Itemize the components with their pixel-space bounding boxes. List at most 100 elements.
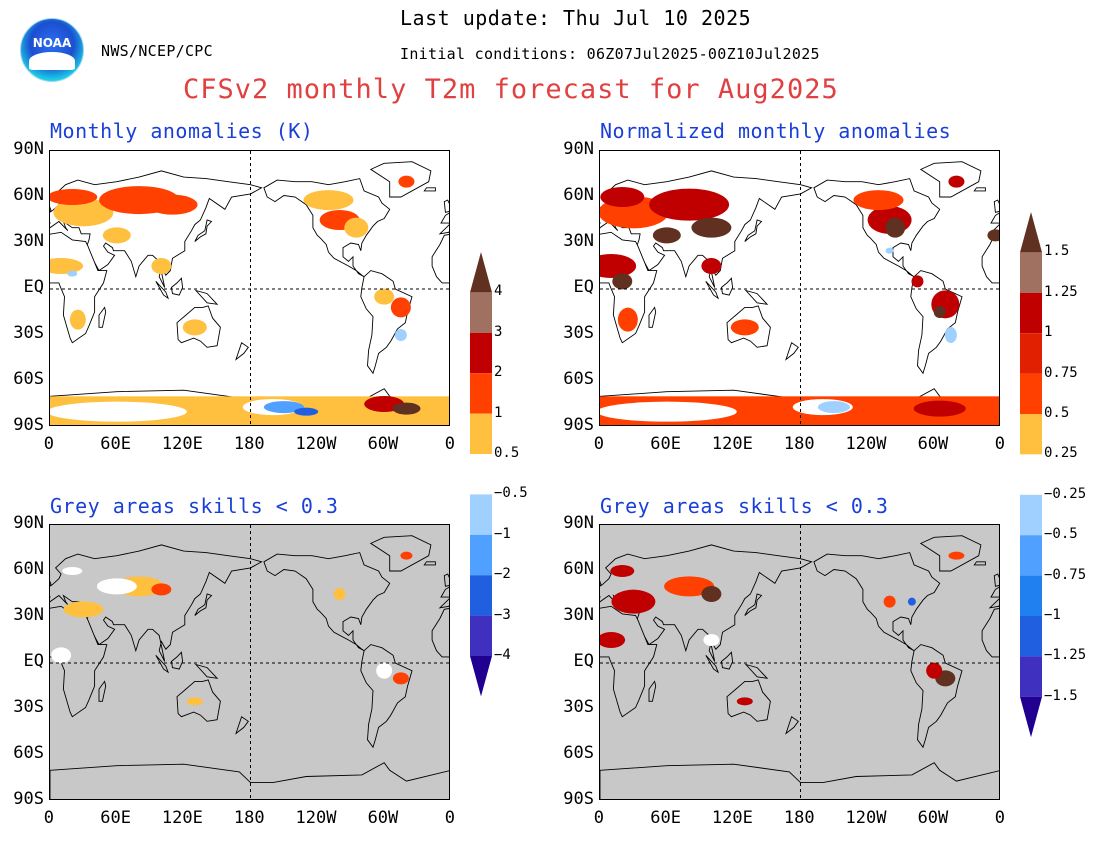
lat-label-bottom-left: EQ xyxy=(23,651,44,671)
uk-land xyxy=(993,199,999,213)
nz-land xyxy=(785,341,799,361)
lon-label-top-right: 0 xyxy=(994,434,1006,454)
lon-label-bottom-right: 0 xyxy=(593,808,605,828)
anomaly-patch xyxy=(50,258,84,274)
samerica-land xyxy=(360,644,413,749)
lon-label-top-left: 0 xyxy=(444,434,456,454)
cold-patch xyxy=(67,270,78,277)
lat-label-top-left: 60S xyxy=(13,369,44,389)
samerica-land xyxy=(910,644,963,749)
nz-land xyxy=(235,715,249,735)
iceland-land xyxy=(973,187,986,192)
nz-land xyxy=(235,341,249,361)
lat-label-bottom-left: 90N xyxy=(13,513,44,533)
anomaly-patch xyxy=(69,309,86,330)
africa-land-wrap xyxy=(981,234,999,284)
lon-label-bottom-left: 60W xyxy=(367,808,399,828)
colorbar-tick-label: 1.25 xyxy=(1044,283,1078,300)
lon-label-bottom-right: 120W xyxy=(845,808,887,828)
lat-label-bottom-right: 30S xyxy=(563,697,594,717)
colorbar-tick-label: 2 xyxy=(494,364,503,381)
lon-label-top-left: 60E xyxy=(100,434,131,454)
anomaly-patch xyxy=(612,273,633,290)
colorbar-right xyxy=(1020,212,1042,737)
colorbar-left xyxy=(470,252,492,697)
lat-label-top-left: 60N xyxy=(13,185,44,205)
anomaly-patch xyxy=(63,601,104,618)
noaa-logo: NOAA xyxy=(20,18,84,82)
lat-label-top-left: 30S xyxy=(13,323,44,343)
antarctic-cold-patch xyxy=(294,407,319,416)
colorbar-tick-label: −0.5 xyxy=(1044,526,1078,543)
anomaly-patch xyxy=(617,307,638,332)
madagascar-land xyxy=(648,680,657,702)
anomaly-patch xyxy=(376,662,393,679)
anomaly-patch xyxy=(400,551,413,560)
lon-label-top-left: 120W xyxy=(295,434,337,454)
lon-label-bottom-right: 180 xyxy=(783,808,815,828)
colorbar-tick-label: −0.25 xyxy=(1044,485,1087,502)
lon-label-bottom-right: 120E xyxy=(711,808,753,828)
lat-label-bottom-right: 60N xyxy=(563,559,594,579)
anomaly-patch xyxy=(53,198,114,227)
newguinea-land xyxy=(744,289,769,305)
eurasia-land-wrap xyxy=(438,212,449,235)
lat-label-bottom-left: 60N xyxy=(13,559,44,579)
colorbar-tick-label: 3 xyxy=(494,323,503,340)
colorbar-segment xyxy=(1020,656,1042,697)
panel-title-bottom-left: Grey areas skills < 0.3 xyxy=(50,494,339,518)
iceland-land xyxy=(973,561,986,566)
japan-land xyxy=(194,219,213,242)
anomaly-patch xyxy=(926,662,943,679)
africa-land-wrap xyxy=(431,608,449,658)
colorbar-segment xyxy=(1020,252,1042,293)
sumatra-land xyxy=(155,280,170,300)
cold-patch xyxy=(394,329,407,341)
map-top-right xyxy=(599,150,1000,426)
japan-land xyxy=(194,593,213,616)
colorbar-segment xyxy=(470,292,492,333)
colorbar-tick-label: −4 xyxy=(494,647,511,663)
madagascar-land xyxy=(98,306,107,328)
anomaly-patch xyxy=(987,229,999,242)
eurasia-land-wrap xyxy=(438,586,449,609)
cold-patch xyxy=(885,247,894,254)
anomaly-patch xyxy=(652,227,681,244)
eurasia-land-wrap xyxy=(988,586,999,609)
lon-label-bottom-left: 180 xyxy=(233,808,265,828)
anomaly-patch xyxy=(610,565,635,577)
namerica-land xyxy=(263,552,391,652)
anomaly-patch xyxy=(151,258,172,274)
lat-label-top-left: 30N xyxy=(13,231,44,251)
anomaly-patch xyxy=(344,217,369,238)
map-canvas xyxy=(50,525,449,799)
anomaly-patch xyxy=(102,227,131,244)
anomaly-patch xyxy=(853,190,904,211)
colorbar-top-arrow xyxy=(1020,212,1042,253)
lat-label-bottom-left: 60S xyxy=(13,743,44,763)
lat-label-bottom-right: 90N xyxy=(563,513,594,533)
colorbar-tick-label: −1 xyxy=(1044,607,1061,623)
lat-label-bottom-right: 60S xyxy=(563,743,594,763)
last-update: Last update: Thu Jul 10 2025 xyxy=(400,6,752,30)
lon-label-top-right: 0 xyxy=(593,434,605,454)
japan-land xyxy=(744,219,763,242)
lat-label-top-right: 60N xyxy=(563,185,594,205)
lat-label-top-right: 90N xyxy=(563,139,594,159)
anomaly-patch xyxy=(151,583,172,596)
antarctica-land xyxy=(50,762,449,799)
lat-label-top-right: 60S xyxy=(563,369,594,389)
lat-label-top-right: 90S xyxy=(563,415,594,435)
borneo-land xyxy=(170,651,184,670)
madagascar-land xyxy=(98,680,107,702)
lat-label-bottom-left: 30N xyxy=(13,605,44,625)
anomaly-patch xyxy=(390,297,411,318)
lon-label-bottom-right: 60E xyxy=(650,808,681,828)
antarctic-strong-warm xyxy=(392,402,421,415)
panel-title-top-right: Normalized monthly anomalies xyxy=(600,119,952,143)
africa-land-wrap xyxy=(981,608,999,658)
colorbar-segment xyxy=(470,373,492,414)
anomaly-patch xyxy=(392,672,409,685)
lon-label-bottom-right: 60W xyxy=(917,808,949,828)
anomaly-patch xyxy=(600,632,626,648)
